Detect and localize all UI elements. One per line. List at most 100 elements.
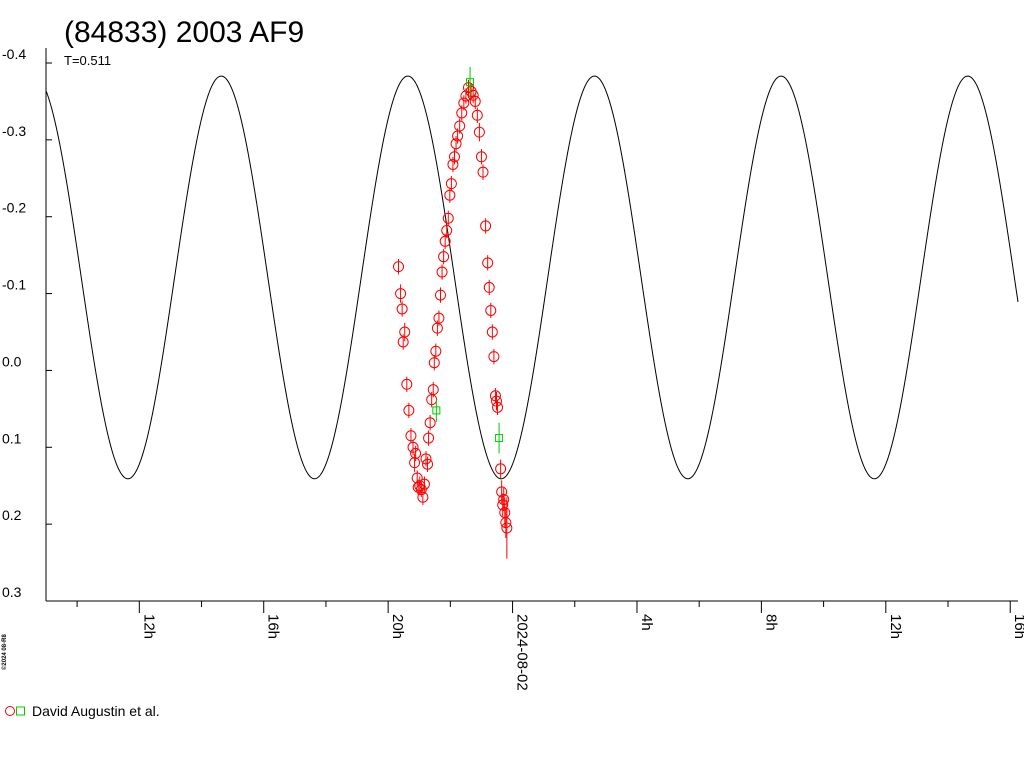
red-circle-point xyxy=(417,489,429,505)
circle-marker xyxy=(442,212,454,224)
red-circle-point xyxy=(433,310,445,326)
red-circle-point xyxy=(410,445,422,462)
circle-marker xyxy=(444,189,456,201)
red-circle-point xyxy=(454,118,466,134)
circle-marker xyxy=(427,384,439,396)
circle-marker xyxy=(496,486,508,498)
circle-marker xyxy=(396,303,408,315)
red-circle-point xyxy=(399,322,411,342)
y-tick-label: -0.2 xyxy=(2,200,26,216)
x-tick-label: 20h xyxy=(389,614,406,639)
circle-marker xyxy=(450,138,462,150)
red-circle-point xyxy=(439,233,451,249)
legend-circle-marker xyxy=(5,706,15,716)
circle-marker xyxy=(424,417,436,429)
circle-marker xyxy=(415,484,427,496)
red-circle-point xyxy=(415,481,427,498)
red-circle-point xyxy=(395,284,407,303)
circle-marker xyxy=(482,257,494,269)
copyright-text: ©2024 08-R8 xyxy=(1,634,8,670)
circle-marker xyxy=(473,126,485,138)
red-circle-point xyxy=(418,476,430,492)
red-circle-point xyxy=(393,258,405,275)
red-circle-point xyxy=(458,95,470,111)
red-circle-point xyxy=(495,459,507,479)
model-lightcurve-line xyxy=(45,75,1019,480)
circle-marker xyxy=(441,225,453,237)
x-tick-label: 8h xyxy=(762,614,779,631)
red-circle-point xyxy=(435,287,447,303)
circle-marker xyxy=(488,351,500,363)
x-tick-label: 2024-08-02 xyxy=(514,614,531,691)
circle-marker xyxy=(409,457,421,469)
x-tick-label: 16h xyxy=(1011,614,1024,639)
red-circle-point xyxy=(438,248,450,265)
y-axis-ticks: -0.4 -0.3 -0.2 -0.1 0.0 0.1 0.2 0.3 xyxy=(2,46,52,602)
circle-marker xyxy=(485,304,497,316)
red-circle-point xyxy=(428,355,440,371)
circle-marker xyxy=(420,453,432,465)
y-tick-label: 0.0 xyxy=(2,353,22,369)
red-circle-point xyxy=(483,279,495,296)
legend-square-marker xyxy=(16,706,25,716)
circle-marker xyxy=(447,158,459,170)
circle-marker xyxy=(418,478,430,490)
legend-label: David Augustin et al. xyxy=(32,703,160,719)
green-square-point xyxy=(432,398,441,422)
circle-marker xyxy=(438,251,450,263)
circle-marker xyxy=(483,281,495,293)
circle-marker xyxy=(471,109,483,121)
green-square-point xyxy=(466,66,475,98)
circle-marker xyxy=(436,266,448,278)
y-tick-label: -0.4 xyxy=(2,46,26,62)
red-circle-point xyxy=(447,156,459,173)
circle-marker xyxy=(422,458,434,470)
circle-marker xyxy=(467,89,479,101)
red-circle-point xyxy=(475,149,487,165)
red-circle-point xyxy=(442,210,454,226)
red-circle-point xyxy=(403,402,415,419)
red-circle-point xyxy=(471,107,483,123)
circle-marker xyxy=(423,432,435,444)
red-circle-point xyxy=(420,451,432,467)
circle-marker xyxy=(501,522,513,534)
chart-subtitle: T=0.511 xyxy=(64,53,111,68)
x-axis-ticks: 12h 16h 20h 2024-08-02 4h 8h 12h 16h xyxy=(76,601,1024,691)
circle-marker xyxy=(395,288,407,300)
circle-marker xyxy=(495,463,507,475)
red-circle-point xyxy=(401,376,413,392)
red-circle-point xyxy=(423,430,435,446)
circle-marker xyxy=(417,491,429,503)
square-marker xyxy=(466,78,475,87)
red-circle-point xyxy=(480,218,492,234)
red-circle-point xyxy=(424,415,436,431)
square-marker xyxy=(432,406,441,415)
red-circle-point xyxy=(409,453,421,472)
circle-marker xyxy=(393,261,405,273)
circle-marker xyxy=(480,220,492,232)
red-circle-point xyxy=(422,456,434,472)
circle-marker xyxy=(411,472,423,484)
y-tick-label: -0.3 xyxy=(2,123,26,139)
circle-marker xyxy=(448,151,460,163)
circle-marker xyxy=(489,390,501,402)
red-circle-point xyxy=(427,381,439,398)
circle-marker xyxy=(439,235,451,247)
red-circle-point xyxy=(436,264,448,280)
square-marker xyxy=(495,434,504,443)
red-circle-point xyxy=(405,428,417,444)
x-tick-label: 12h xyxy=(140,614,157,639)
circle-marker xyxy=(445,178,457,190)
circle-marker xyxy=(403,404,415,416)
red-circle-point xyxy=(467,87,479,103)
circle-marker xyxy=(454,120,466,132)
circle-marker xyxy=(428,357,440,369)
circle-marker xyxy=(433,312,445,324)
red-circle-point xyxy=(430,343,442,359)
red-circle-point xyxy=(477,164,489,180)
red-circle-point xyxy=(444,187,456,203)
circle-marker xyxy=(469,95,481,107)
x-tick-label: 12h xyxy=(887,614,904,639)
circle-marker xyxy=(407,441,419,453)
